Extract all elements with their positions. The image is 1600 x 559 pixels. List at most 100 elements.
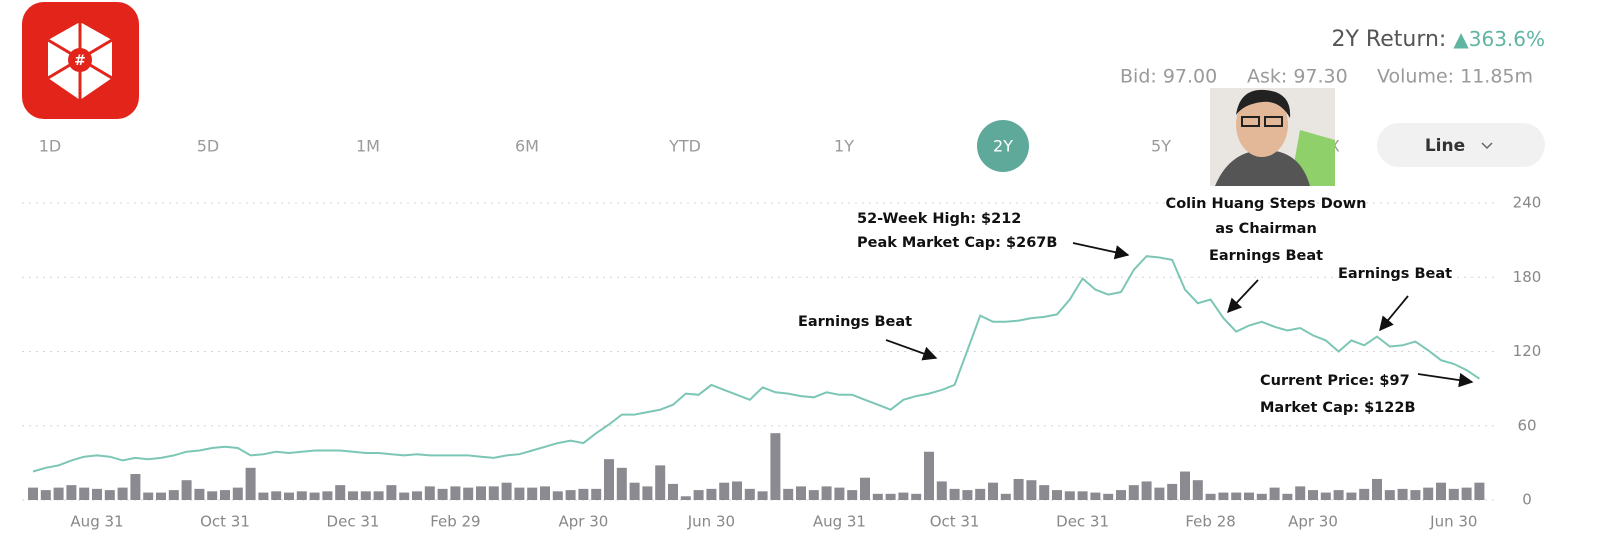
x-tick-label: Oct 31	[200, 513, 250, 531]
volume-bar	[271, 491, 282, 500]
range-button[interactable]: YTD	[668, 137, 701, 156]
arrow	[1072, 242, 1130, 260]
volume-bar	[565, 490, 576, 500]
volume-bar	[591, 488, 602, 500]
volume-bar	[1448, 488, 1459, 500]
volume-bar	[220, 490, 230, 500]
photo	[1210, 88, 1335, 186]
range-button[interactable]: 5Y	[1151, 137, 1171, 156]
volume-bar	[463, 487, 474, 500]
volume-bar	[1205, 493, 1216, 500]
range-button[interactable]: 1Y	[834, 137, 854, 156]
annotation: Peak Market Cap: $267B	[857, 235, 1057, 251]
dropdown-label[interactable]: Line	[1425, 136, 1465, 156]
annotation: Market Cap: $122B	[1260, 400, 1416, 416]
volume-bar	[181, 480, 192, 500]
range-button[interactable]: 2Y	[993, 137, 1013, 156]
volume-bar	[860, 477, 870, 500]
volume-bar	[706, 488, 717, 500]
x-tick-label: Aug 31	[813, 513, 866, 531]
annotation: Earnings Beat	[1338, 266, 1452, 282]
arrow	[1379, 295, 1409, 332]
volume-bar	[1090, 492, 1101, 500]
volume-bar	[501, 482, 512, 500]
volume-bar	[488, 486, 499, 500]
volume-bar	[1244, 492, 1254, 500]
volume-bar	[399, 492, 410, 500]
volume-bar	[360, 491, 371, 500]
volume-bar	[40, 490, 51, 500]
volume-bar	[1410, 490, 1421, 500]
arrows	[885, 242, 1474, 388]
volume-bar	[527, 487, 538, 500]
x-tick-label: Apr 30	[558, 513, 608, 531]
volume-bar	[245, 467, 256, 500]
volume-bar	[911, 493, 922, 500]
volume-bar	[1013, 478, 1024, 500]
arrow	[1227, 279, 1259, 314]
dropdown-bg[interactable]	[1377, 123, 1545, 167]
return-label: 2Y Return:	[1332, 27, 1447, 52]
volume-bar	[232, 487, 243, 500]
arrow	[1417, 372, 1474, 388]
price-line	[32, 255, 1480, 473]
volume-bar	[949, 488, 960, 500]
x-tick-label: Apr 30	[1288, 513, 1338, 531]
volume-bar	[1192, 480, 1203, 500]
volume-bar	[373, 491, 384, 500]
volume-bar	[168, 490, 179, 500]
volume-bar	[604, 459, 614, 500]
volume-bar	[53, 487, 64, 500]
volume-bar	[156, 492, 166, 500]
bid: Bid: 97.00	[1120, 66, 1217, 88]
volume-bar	[476, 486, 486, 500]
volume-bar	[514, 487, 525, 500]
annotation: Current Price: $97	[1260, 373, 1410, 389]
range-selected-bg[interactable]	[977, 120, 1029, 172]
volume-bar	[1359, 488, 1370, 500]
y-tick-label: 0	[1522, 491, 1532, 509]
volume-bar	[1333, 490, 1344, 500]
volume-bar	[194, 488, 205, 500]
volume-bar	[847, 490, 858, 500]
volume-bar	[1384, 490, 1395, 500]
volume-bar	[975, 488, 986, 500]
x-tick-label: Feb 28	[1185, 513, 1235, 531]
volume-bar	[1269, 487, 1280, 500]
volume-bar	[258, 492, 269, 500]
volume-bar	[1064, 491, 1075, 500]
volume-bar	[1141, 481, 1152, 500]
range-button[interactable]: 5D	[197, 137, 220, 156]
volume-bar	[1461, 487, 1472, 500]
volume-bar	[412, 491, 422, 500]
volume-bar	[1000, 493, 1011, 500]
volume-bar	[335, 485, 346, 500]
return: 2Y Return: ▲363.6%	[1332, 27, 1546, 53]
volume-bar	[1039, 485, 1050, 500]
volume-bar	[284, 492, 294, 500]
volume-bar	[924, 451, 934, 500]
y-tick-label: 120	[1513, 342, 1542, 360]
volume-bar	[898, 492, 909, 500]
volume-bar	[450, 486, 461, 500]
volume-bar	[834, 487, 845, 500]
volume-bar	[143, 492, 154, 500]
volume-bar	[130, 474, 141, 500]
volume-bar	[1397, 488, 1408, 500]
volume-bar	[1320, 492, 1331, 500]
x-tick-label: Jun 30	[687, 513, 735, 531]
volume-bar	[962, 490, 973, 500]
volume-bar	[821, 486, 832, 500]
range-button[interactable]: 6M	[515, 137, 539, 156]
volume-bar	[757, 491, 768, 500]
annotation: Earnings Beat	[1209, 248, 1323, 264]
range-button[interactable]: 1M	[356, 137, 380, 156]
chevron[interactable]	[1481, 142, 1493, 150]
range-button[interactable]: 1D	[39, 137, 62, 156]
arrow	[885, 339, 938, 361]
volume-bar	[693, 490, 704, 500]
volume-bar	[92, 488, 102, 500]
volume-bar	[1423, 487, 1434, 500]
style-dropdown[interactable]: Line	[1377, 123, 1545, 167]
